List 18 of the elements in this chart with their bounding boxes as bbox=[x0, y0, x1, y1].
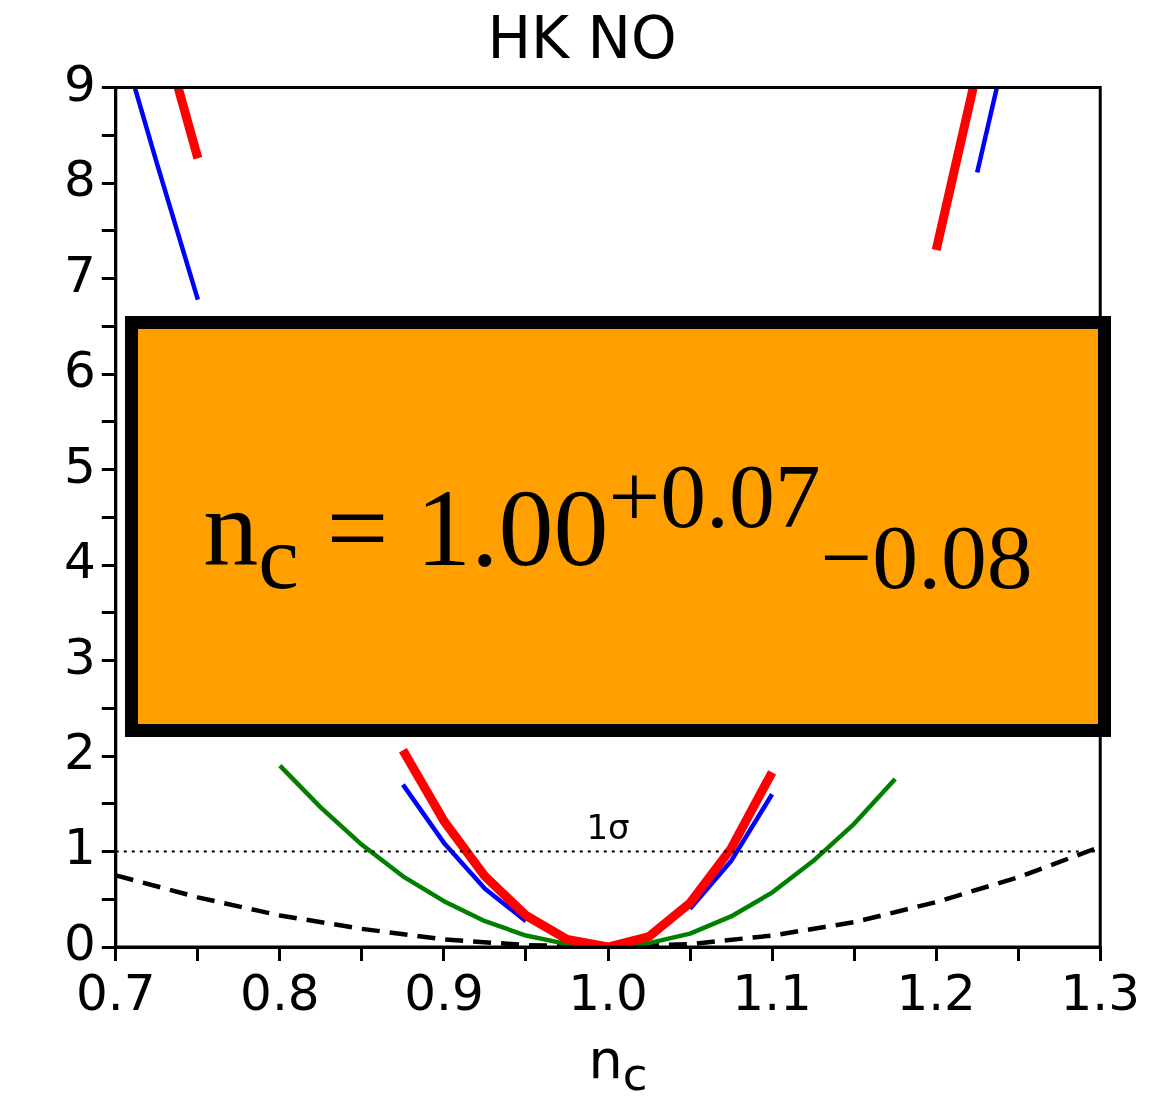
y-tick-label: 3 bbox=[64, 627, 96, 686]
x-tick-label: 0.8 bbox=[240, 963, 320, 1022]
x-tick-label: 1.1 bbox=[732, 963, 812, 1022]
x-axis-title: n$_{c}$ bbox=[587, 1028, 649, 1101]
y-tick-label: 8 bbox=[64, 150, 96, 209]
y-tick-label: 6 bbox=[64, 341, 96, 400]
x-tick-label: 1.0 bbox=[568, 963, 648, 1022]
y-tick-label: 1 bbox=[64, 818, 96, 877]
y-tick-label: 4 bbox=[64, 532, 96, 591]
y-tick-label: 9 bbox=[64, 54, 96, 113]
x-tick-label: 1.3 bbox=[1060, 963, 1141, 1022]
y-tick-label: 2 bbox=[64, 723, 96, 782]
y-tick-label: 5 bbox=[64, 436, 96, 495]
ref-line-label: 1σ bbox=[586, 807, 630, 848]
chart-title: HK NO bbox=[487, 3, 677, 72]
y-tick-label: 7 bbox=[64, 245, 96, 304]
x-tick-label: 1.2 bbox=[896, 963, 976, 1022]
x-tick-label: 0.9 bbox=[404, 963, 484, 1022]
